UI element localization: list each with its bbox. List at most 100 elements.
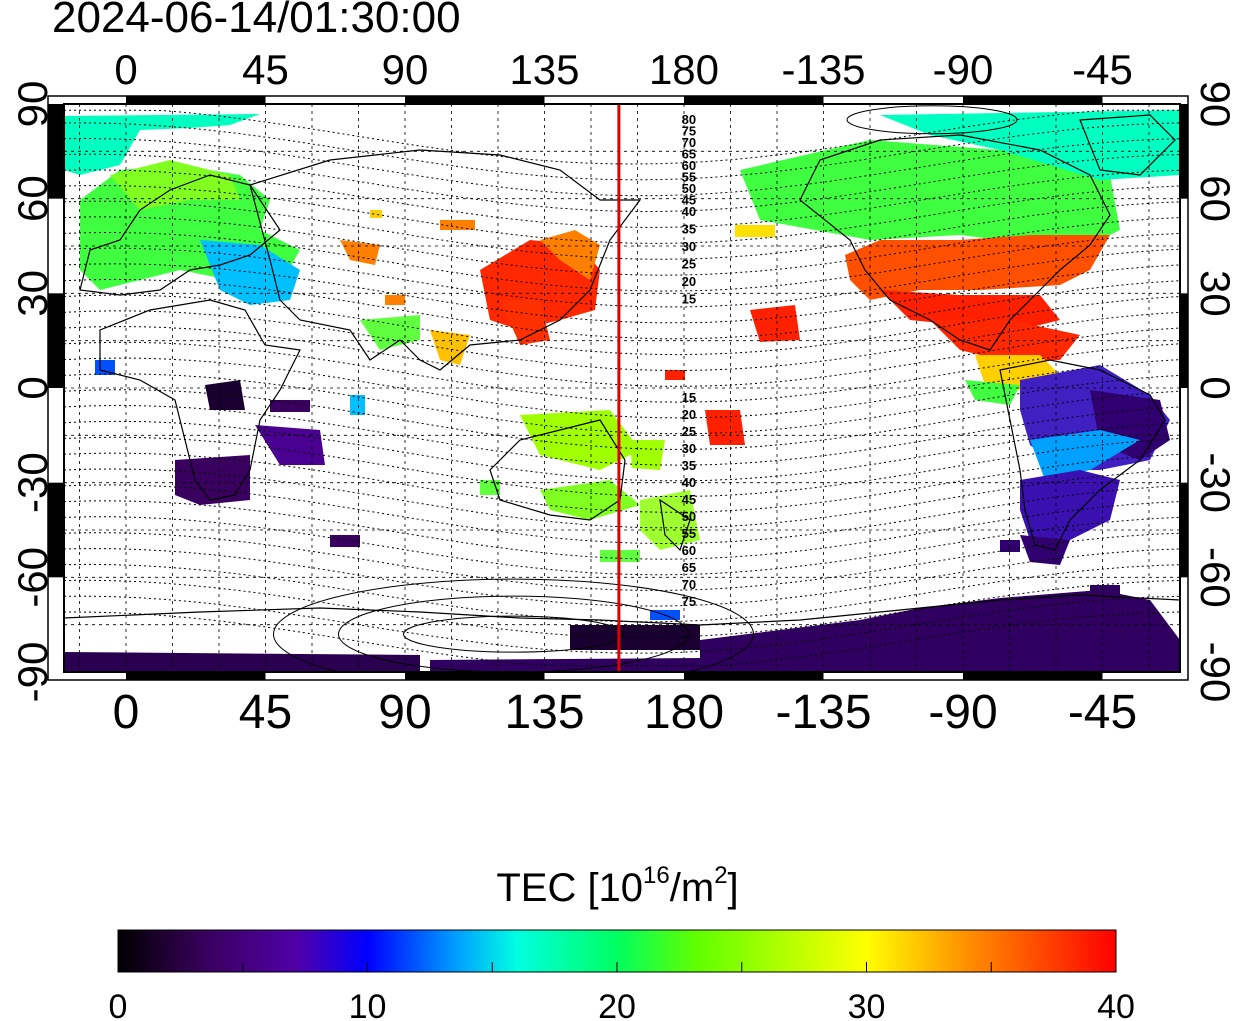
tec-cell bbox=[735, 225, 775, 237]
tec-region-usa bbox=[845, 235, 1110, 300]
tec-cell bbox=[330, 535, 360, 547]
contour-label: 30 bbox=[682, 239, 696, 254]
tec-region-china-se bbox=[500, 300, 550, 345]
contour-label: 70 bbox=[682, 135, 696, 150]
tec-region-sa-band bbox=[1030, 430, 1140, 480]
coast-asia bbox=[249, 149, 642, 371]
tec-cell bbox=[1090, 585, 1120, 600]
tec-region-sa-tip bbox=[1020, 535, 1070, 565]
contour-label: 70 bbox=[682, 577, 696, 592]
tec-cell bbox=[440, 220, 475, 230]
tec-region-antarctica-east bbox=[700, 590, 1180, 672]
contour-label: 15 bbox=[682, 390, 696, 405]
contour-label: 50 bbox=[682, 181, 696, 196]
border-bar-segment bbox=[126, 96, 266, 104]
border-bar-segment bbox=[405, 96, 545, 104]
tec-region-canada bbox=[740, 140, 1120, 250]
tec-cell bbox=[385, 295, 405, 305]
left-latitude-ticks: 90 60 30 0 -30 -60 -90 bbox=[9, 81, 56, 703]
magnetic-contour-line bbox=[64, 216, 1180, 276]
colorbar-ticks: 0 10 20 30 40 bbox=[109, 962, 1135, 1021]
tec-region-australia-s bbox=[540, 480, 640, 520]
top-lon-tick-label: 0 bbox=[114, 46, 137, 93]
top-lon-tick-label: 45 bbox=[242, 46, 289, 93]
contour-label: 45 bbox=[682, 193, 696, 208]
right-lat-tick-label: 60 bbox=[1192, 175, 1235, 222]
border-bar-segment bbox=[405, 672, 545, 680]
left-lat-tick-label: -90 bbox=[9, 642, 56, 703]
colorbar-tick-label: 10 bbox=[349, 988, 387, 1021]
map-border-scale bbox=[48, 96, 1188, 680]
contour-label: 20 bbox=[682, 274, 696, 289]
contour-label: 15 bbox=[682, 292, 696, 307]
magnetic-contour-line bbox=[64, 484, 1180, 545]
tec-region-siberia bbox=[340, 240, 380, 265]
contour-label: 75 bbox=[682, 124, 696, 139]
magnetic-contour-line bbox=[64, 200, 1180, 260]
bottom-lon-tick-label: -90 bbox=[928, 686, 997, 739]
polar-contour-ring bbox=[403, 615, 624, 653]
tec-region-pacific-red bbox=[705, 410, 745, 445]
contour-label: 45 bbox=[682, 492, 696, 507]
magnetic-contour-line bbox=[64, 341, 1180, 403]
coast-europe bbox=[79, 174, 281, 296]
right-latitude-ticks: 90 60 30 0 -30 -60 -90 bbox=[1192, 81, 1235, 703]
magnetic-contour-line bbox=[64, 326, 1180, 387]
contour-label: 60 bbox=[682, 543, 696, 558]
top-lon-tick-label: 90 bbox=[382, 46, 429, 93]
magnetic-contour-line bbox=[64, 452, 1180, 513]
contour-label: 80 bbox=[682, 112, 696, 127]
tec-region-usa-south bbox=[880, 290, 1060, 330]
polar-contour-ring bbox=[338, 595, 689, 672]
contour-label: 40 bbox=[682, 204, 696, 219]
contour-labels: 8075706560555045403530252015152025303540… bbox=[682, 112, 696, 609]
coast-africa bbox=[99, 299, 301, 501]
bottom-lon-tick-label: 45 bbox=[239, 686, 292, 739]
coast-north-america bbox=[799, 134, 1111, 351]
colorbar-tick-label: 30 bbox=[848, 988, 886, 1021]
contour-label: 50 bbox=[682, 509, 696, 524]
tec-cell bbox=[270, 400, 310, 412]
left-lat-tick-label: 60 bbox=[9, 175, 56, 222]
contour-label: 25 bbox=[682, 424, 696, 439]
tec-region-scandinavia bbox=[110, 160, 240, 210]
tec-region-south-africa bbox=[175, 455, 250, 505]
right-lat-tick-label: -60 bbox=[1192, 547, 1235, 608]
coast-antarctica bbox=[64, 594, 1180, 626]
border-bar-segment bbox=[48, 293, 64, 388]
magnetic-contour-line bbox=[64, 404, 1180, 466]
colorbar-title: TEC [1016/m2] bbox=[496, 862, 739, 910]
contour-label: 35 bbox=[682, 458, 696, 473]
top-lon-tick-label: -45 bbox=[1072, 46, 1133, 93]
bottom-longitude-ticks: 0 45 90 135 180 -135 -90 -45 bbox=[113, 686, 1138, 739]
magnetic-contour-line bbox=[64, 357, 1180, 419]
top-longitude-ticks: 0 45 90 135 180 -135 -90 -45 bbox=[114, 46, 1133, 93]
magnetic-contour-line bbox=[64, 169, 1180, 228]
colorbar-tick-label: 0 bbox=[109, 988, 128, 1021]
right-lat-tick-label: 0 bbox=[1192, 376, 1235, 399]
polar-contour-ring bbox=[846, 105, 1018, 135]
bottom-lon-tick-label: -45 bbox=[1068, 686, 1137, 739]
tec-region-sa-south bbox=[1020, 470, 1120, 540]
magnetic-contour-line bbox=[64, 278, 1180, 340]
magnetic-contour-line bbox=[64, 532, 1180, 592]
left-lat-tick-label: -30 bbox=[9, 452, 56, 513]
top-lon-tick-label: 135 bbox=[509, 46, 579, 93]
border-bar-segment bbox=[684, 96, 824, 104]
magnetic-contour-line bbox=[64, 247, 1180, 308]
border-bar-segment bbox=[126, 672, 266, 680]
magnetic-contour-line bbox=[64, 231, 1180, 292]
tec-region-greenland-arctic bbox=[64, 114, 260, 175]
contour-label: 25 bbox=[682, 257, 696, 272]
bottom-lon-tick-label: -135 bbox=[775, 686, 871, 739]
top-lon-tick-label: -135 bbox=[781, 46, 865, 93]
border-bar-segment bbox=[684, 672, 824, 680]
magnetic-contour-line bbox=[64, 436, 1180, 497]
magnetic-contour-line bbox=[64, 611, 1180, 667]
contour-label: 55 bbox=[682, 526, 696, 541]
polar-contour-ring bbox=[273, 578, 754, 672]
tec-region-antarctica-dark bbox=[570, 625, 700, 650]
coast-newzealand bbox=[659, 498, 691, 552]
left-lat-tick-label: -60 bbox=[9, 547, 56, 608]
top-lon-tick-label: -90 bbox=[933, 46, 994, 93]
